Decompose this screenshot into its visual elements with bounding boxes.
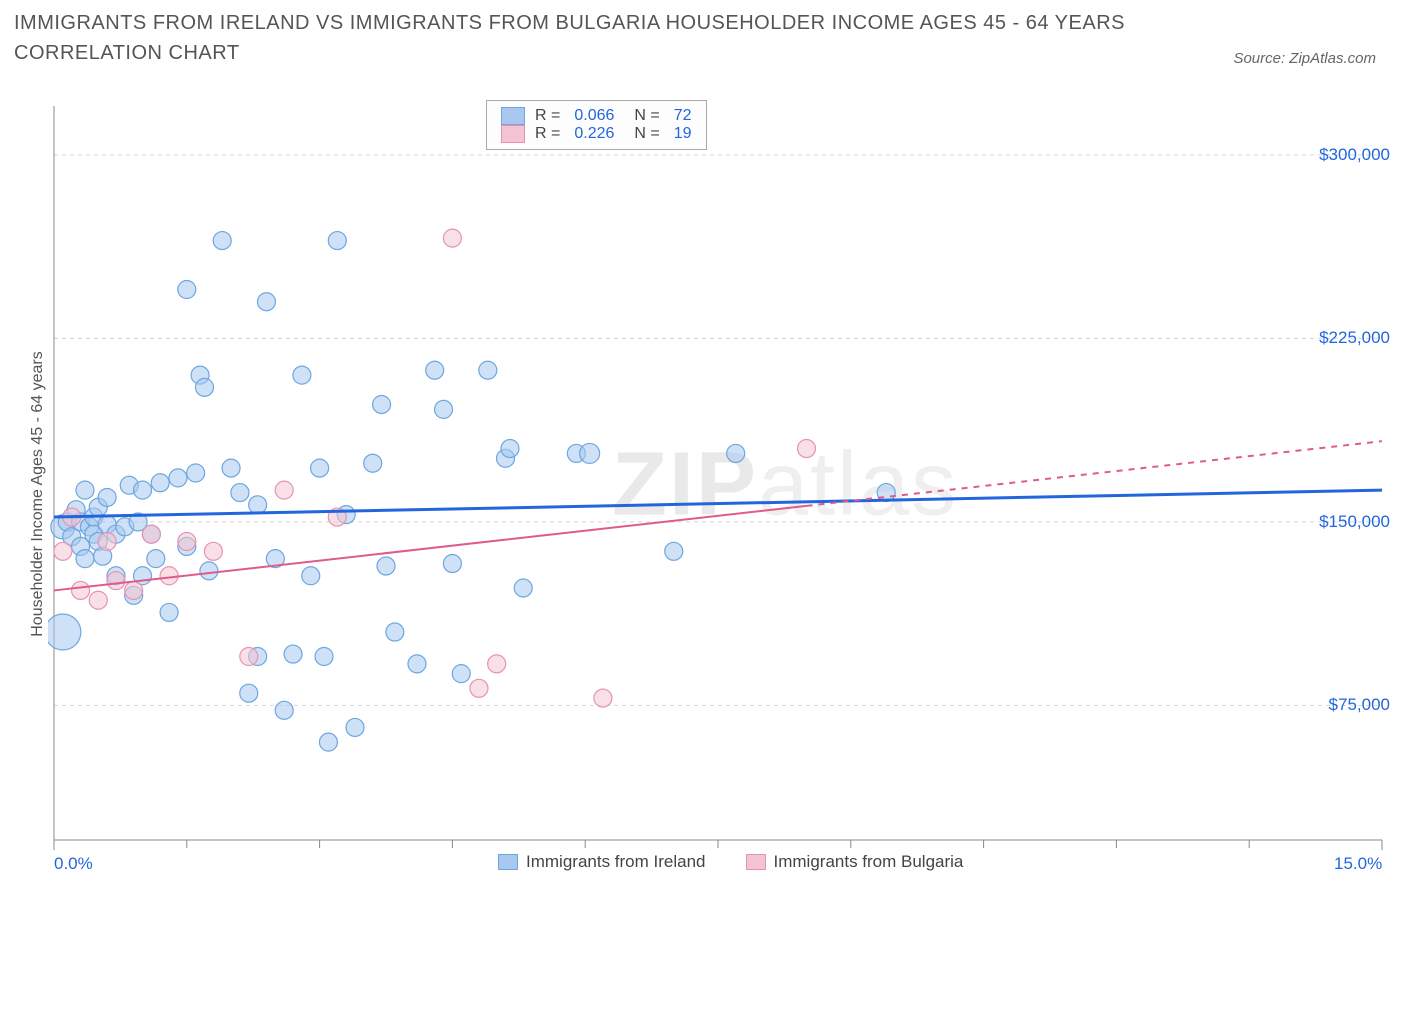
scatter-point (72, 581, 90, 599)
scatter-point (319, 733, 337, 751)
x-tick-label: 0.0% (54, 854, 93, 874)
scatter-point (231, 484, 249, 502)
legend-r-value: 0.066 (574, 107, 614, 125)
scatter-point (452, 665, 470, 683)
legend-r-label: R = (535, 107, 560, 125)
y-tick-label: $225,000 (1319, 328, 1390, 348)
scatter-point (107, 572, 125, 590)
legend-swatch (746, 854, 766, 870)
scatter-point (204, 542, 222, 560)
legend-n-value: 72 (674, 107, 692, 125)
scatter-point (386, 623, 404, 641)
legend-swatch (501, 125, 525, 143)
legend-series-label: Immigrants from Bulgaria (774, 852, 964, 872)
legend-n-value: 19 (674, 125, 692, 143)
scatter-point (443, 229, 461, 247)
legend-r-label: R = (535, 125, 560, 143)
scatter-point (151, 474, 169, 492)
scatter-point (54, 542, 72, 560)
scatter-point (501, 440, 519, 458)
scatter-point (311, 459, 329, 477)
scatter-point (89, 591, 107, 609)
legend-stats-row: R = 0.066 N = 72 (501, 107, 692, 125)
legend-stats: R = 0.066 N = 72 R = 0.226 N = 19 (486, 100, 707, 150)
scatter-point (275, 701, 293, 719)
scatter-point (98, 488, 116, 506)
legend-swatch (498, 854, 518, 870)
scatter-point (222, 459, 240, 477)
scatter-point (373, 395, 391, 413)
scatter-point (178, 533, 196, 551)
source-credit: Source: ZipAtlas.com (1233, 50, 1376, 67)
scatter-point (249, 496, 267, 514)
scatter-point (142, 525, 160, 543)
scatter-point (426, 361, 444, 379)
chart-area: Householder Income Ages 45 - 64 years ZI… (48, 100, 1388, 870)
scatter-point (240, 648, 258, 666)
scatter-point (160, 567, 178, 585)
scatter-point (514, 579, 532, 597)
scatter-point (479, 361, 497, 379)
scatter-point (125, 581, 143, 599)
scatter-point (196, 378, 214, 396)
scatter-point (178, 281, 196, 299)
y-tick-label: $150,000 (1319, 512, 1390, 532)
scatter-point (594, 689, 612, 707)
scatter-point (76, 550, 94, 568)
scatter-point (315, 648, 333, 666)
scatter-point (293, 366, 311, 384)
scatter-point (302, 567, 320, 585)
scatter-point (76, 481, 94, 499)
scatter-point (275, 481, 293, 499)
scatter-point (200, 562, 218, 580)
scatter-point (284, 645, 302, 663)
scatter-point (377, 557, 395, 575)
scatter-point (257, 293, 275, 311)
scatter-point (443, 555, 461, 573)
scatter-point (346, 718, 364, 736)
scatter-plot (48, 100, 1388, 870)
scatter-point (160, 603, 178, 621)
legend-series: Immigrants from Ireland Immigrants from … (498, 852, 963, 872)
scatter-point (408, 655, 426, 673)
scatter-point (48, 614, 81, 650)
legend-series-item: Immigrants from Bulgaria (746, 852, 964, 872)
legend-n-label: N = (634, 107, 659, 125)
scatter-point (580, 443, 600, 463)
scatter-point (213, 232, 231, 250)
legend-stats-row: R = 0.226 N = 19 (501, 125, 692, 143)
scatter-point (470, 679, 488, 697)
legend-swatch (501, 107, 525, 125)
chart-title: IMMIGRANTS FROM IRELAND VS IMMIGRANTS FR… (14, 8, 1134, 68)
scatter-point (488, 655, 506, 673)
y-tick-label: $300,000 (1319, 145, 1390, 165)
trend-line (54, 506, 807, 591)
y-axis-label: Householder Income Ages 45 - 64 years (29, 0, 47, 1024)
scatter-point (727, 444, 745, 462)
scatter-point (240, 684, 258, 702)
scatter-point (134, 481, 152, 499)
scatter-point (435, 400, 453, 418)
scatter-point (147, 550, 165, 568)
legend-r-value: 0.226 (574, 125, 614, 143)
scatter-point (665, 542, 683, 560)
scatter-point (169, 469, 187, 487)
scatter-point (798, 440, 816, 458)
legend-n-label: N = (634, 125, 659, 143)
y-tick-label: $75,000 (1329, 695, 1390, 715)
scatter-point (364, 454, 382, 472)
scatter-point (98, 533, 116, 551)
x-tick-label: 15.0% (1334, 854, 1382, 874)
scatter-point (187, 464, 205, 482)
scatter-point (328, 232, 346, 250)
legend-series-item: Immigrants from Ireland (498, 852, 706, 872)
legend-series-label: Immigrants from Ireland (526, 852, 706, 872)
